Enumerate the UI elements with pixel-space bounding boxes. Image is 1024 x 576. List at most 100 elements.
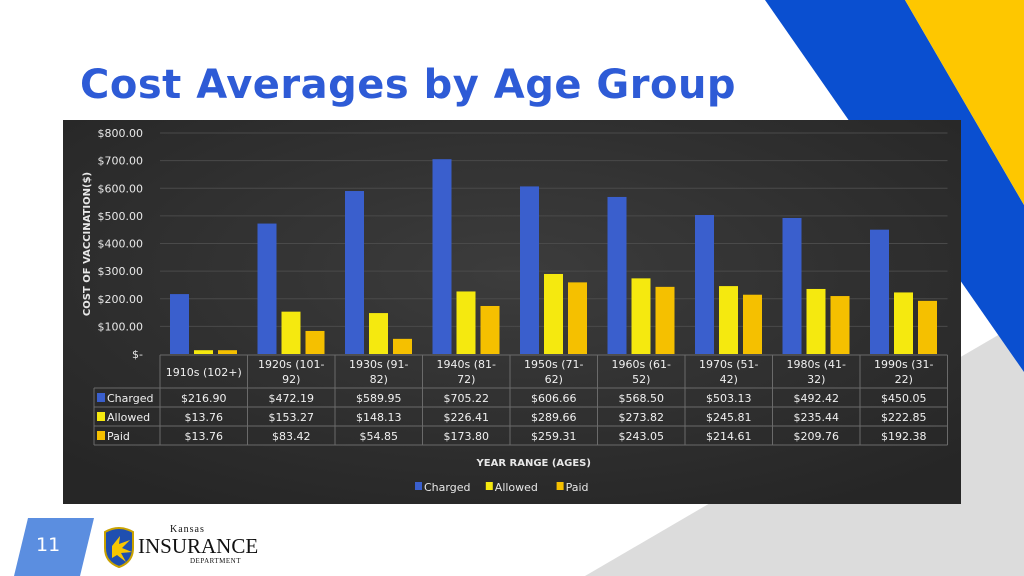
legend-key-allowed — [97, 412, 105, 421]
y-tick-label: $700.00 — [98, 155, 144, 168]
x-category-label-cont: 32) — [807, 373, 825, 386]
shield-logo-icon — [104, 527, 134, 568]
table-cell: $589.95 — [356, 392, 402, 405]
bar-charged — [432, 159, 452, 354]
x-category-label: 1980s (41- — [787, 358, 847, 371]
logo-text-kansas: Kansas — [170, 524, 205, 535]
bar-allowed — [194, 350, 213, 354]
table-row-label: Charged — [107, 392, 153, 405]
legend-swatch-charged — [415, 482, 422, 490]
table-cell: $503.13 — [706, 392, 752, 405]
x-category-label: 1920s (101- — [258, 358, 325, 371]
table-cell: $148.13 — [356, 411, 402, 424]
y-tick-label: $- — [132, 348, 143, 361]
bar-charged — [257, 223, 277, 354]
page-number: 11 — [36, 534, 61, 556]
table-cell: $289.66 — [531, 411, 577, 424]
legend-label: Paid — [566, 481, 589, 494]
table-cell: $173.80 — [444, 430, 490, 443]
legend-swatch-paid — [556, 482, 564, 490]
legend-swatch-allowed — [485, 482, 493, 490]
y-tick-label: $100.00 — [98, 320, 144, 333]
table-cell: $235.44 — [794, 411, 840, 424]
x-category-label-cont: 52) — [632, 373, 650, 386]
bar-allowed — [894, 292, 913, 354]
bar-charged — [782, 217, 802, 354]
y-tick-label: $200.00 — [98, 293, 144, 306]
bar-paid — [918, 300, 937, 354]
bar-paid — [743, 294, 762, 354]
bar-paid — [393, 338, 412, 354]
table-cell: $222.85 — [881, 411, 927, 424]
table-cell: $83.42 — [272, 430, 311, 443]
bar-chart: $- $100.00 $200.00 $300.00 $400.00 $500.00 $60… — [63, 120, 961, 504]
chart-background — [63, 120, 961, 504]
x-axis-title: YEAR RANGE (AGES) — [476, 458, 591, 469]
bar-allowed — [544, 273, 563, 354]
bar-charged — [170, 294, 189, 354]
x-category-label: 1930s (91- — [349, 358, 409, 371]
x-category-label: 1950s (71- — [524, 358, 584, 371]
x-category-label: 1910s (102+) — [166, 366, 242, 379]
bar-paid — [480, 305, 500, 354]
x-category-label-cont: 22) — [895, 373, 913, 386]
table-cell: $216.90 — [181, 392, 227, 405]
bar-allowed — [719, 286, 738, 354]
x-category-label-cont: 82) — [370, 373, 388, 386]
bar-paid — [218, 350, 237, 354]
bar-allowed — [281, 311, 301, 354]
y-tick-label: $500.00 — [98, 210, 144, 223]
table-row-label: Paid — [107, 430, 130, 443]
x-category-label-cont: 42) — [720, 373, 738, 386]
bar-paid — [830, 296, 850, 354]
bar-charged — [520, 186, 539, 354]
legend-label: Charged — [424, 481, 470, 494]
page-number-tab — [14, 518, 94, 576]
table-cell: $13.76 — [185, 411, 224, 424]
table-cell: $245.81 — [706, 411, 752, 424]
bar-paid — [655, 286, 675, 354]
y-axis-title: COST OF VACCINATION($) — [82, 172, 93, 316]
bar-paid — [305, 330, 325, 354]
x-category-label: 1990s (31- — [874, 358, 934, 371]
bar-charged — [870, 229, 889, 354]
x-category-label: 1970s (51- — [699, 358, 759, 371]
x-category-label-cont: 62) — [545, 373, 563, 386]
table-cell: $472.19 — [269, 392, 315, 405]
table-cell: $54.85 — [360, 430, 399, 443]
y-tick-label: $400.00 — [98, 238, 144, 251]
bar-allowed — [631, 278, 651, 354]
table-cell: $450.05 — [881, 392, 927, 405]
y-tick-label: $600.00 — [98, 182, 144, 195]
bar-charged — [607, 196, 627, 354]
x-category-label-cont: 92) — [282, 373, 300, 386]
legend-key-paid — [97, 431, 105, 440]
bar-charged — [695, 215, 714, 354]
table-cell: $13.76 — [185, 430, 224, 443]
bar-allowed — [456, 291, 476, 354]
legend-label: Allowed — [495, 481, 538, 494]
table-cell: $214.61 — [706, 430, 752, 443]
yellow-stripe — [905, 0, 1024, 205]
table-cell: $273.82 — [619, 411, 665, 424]
bar-allowed — [806, 288, 826, 354]
bar-paid — [568, 282, 587, 354]
table-cell: $606.66 — [531, 392, 577, 405]
logo-text-insurance: Insurance — [138, 534, 259, 558]
x-category-label: 1940s (81- — [437, 358, 497, 371]
bar-allowed — [369, 313, 388, 354]
y-tick-label: $800.00 — [98, 127, 144, 140]
table-cell: $209.76 — [794, 430, 840, 443]
table-cell: $492.42 — [794, 392, 840, 405]
bar-charged — [345, 191, 364, 354]
table-cell: $153.27 — [269, 411, 315, 424]
slide-title: Cost Averages by Age Group — [80, 62, 737, 108]
table-cell: $568.50 — [619, 392, 665, 405]
table-row-label: Allowed — [107, 411, 150, 424]
table-cell: $192.38 — [881, 430, 927, 443]
y-tick-label: $300.00 — [98, 265, 144, 278]
legend-key-charged — [97, 393, 105, 402]
table-cell: $226.41 — [444, 411, 490, 424]
table-cell: $705.22 — [444, 392, 490, 405]
table-cell: $243.05 — [619, 430, 665, 443]
